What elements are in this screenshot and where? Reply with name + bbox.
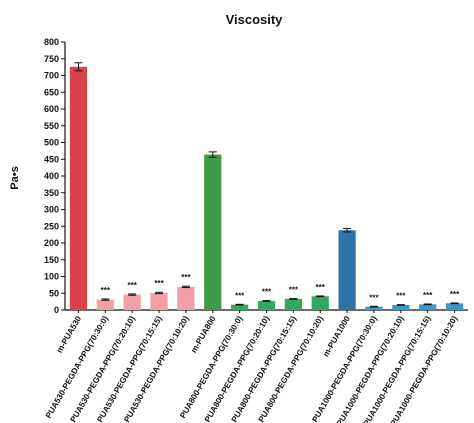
y-tick-label: 650 <box>44 87 59 97</box>
y-tick-label: 0 <box>54 305 59 315</box>
x-tick-label: m-PUA1000 <box>321 314 352 358</box>
bar <box>392 304 410 310</box>
chart-title: Viscosity <box>226 12 284 27</box>
y-tick-label: 200 <box>44 238 59 248</box>
bar <box>177 286 195 310</box>
bar <box>257 300 276 310</box>
significance-label: *** <box>154 279 164 288</box>
significance-label: *** <box>181 273 191 282</box>
significance-label: *** <box>289 286 299 295</box>
bar <box>204 154 222 310</box>
significance-label: *** <box>396 292 406 301</box>
y-tick-label: 300 <box>44 205 59 215</box>
bar <box>445 303 464 310</box>
bar <box>419 304 437 310</box>
bar <box>338 230 356 310</box>
significance-label: *** <box>101 286 111 295</box>
bar <box>311 296 329 310</box>
significance-label: *** <box>423 291 433 300</box>
y-tick-label: 50 <box>49 288 59 298</box>
y-tick-label: 350 <box>44 188 59 198</box>
bar <box>284 298 302 310</box>
plot-area: 0 50 100 150 200 250 300 350 400 450 500 550 600 650 7… <box>44 37 468 423</box>
significance-label: *** <box>262 288 272 297</box>
bar <box>150 292 168 310</box>
y-tick-label: 250 <box>44 221 59 231</box>
bar <box>96 299 114 310</box>
bar <box>123 294 141 310</box>
y-tick-label: 550 <box>44 121 59 131</box>
bar <box>365 306 383 310</box>
bar <box>69 66 88 310</box>
y-tick-label: 500 <box>44 138 59 148</box>
significance-label: *** <box>369 293 379 302</box>
y-tick-label: 400 <box>44 171 59 181</box>
y-tick-label: 100 <box>44 272 59 282</box>
significance-label: *** <box>235 291 245 300</box>
significance-label: *** <box>450 290 460 299</box>
y-tick-label: 450 <box>44 154 59 164</box>
y-tick-label: 750 <box>44 54 59 64</box>
y-tick-label: 150 <box>44 255 59 265</box>
y-axis-label: Pa•s <box>9 166 21 189</box>
y-tick-label: 600 <box>44 104 59 114</box>
y-tick-label: 800 <box>44 37 59 47</box>
significance-label: *** <box>316 283 326 292</box>
x-tick-label: m-PUA530 <box>55 314 83 354</box>
bar <box>231 304 249 310</box>
y-tick-label: 700 <box>44 71 59 81</box>
significance-label: *** <box>127 281 137 290</box>
x-tick-label: m-PUA800 <box>189 314 217 354</box>
